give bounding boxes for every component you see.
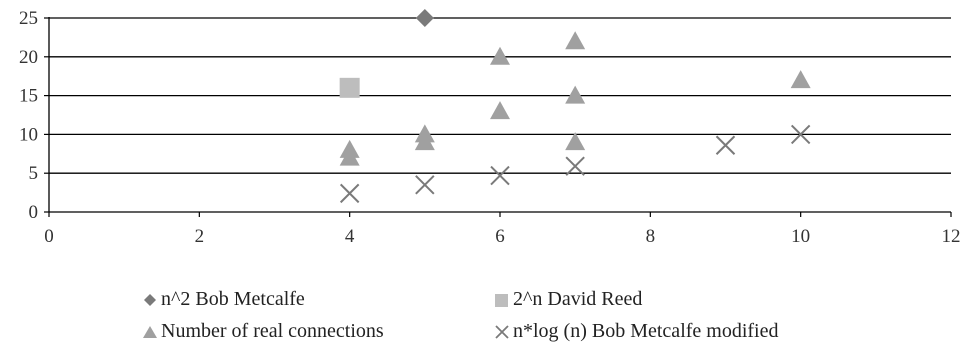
triangle-data-point <box>565 85 586 104</box>
triangle-data-point <box>414 124 435 143</box>
tick-labels: 0 5 10 15 20 25 0 2 4 6 8 10 12 <box>19 8 961 247</box>
axes <box>44 17 952 217</box>
y-tick-label: 25 <box>19 8 38 29</box>
y-tick-label: 0 <box>29 202 39 223</box>
x-data-point <box>415 175 435 195</box>
diamond-data-point <box>415 9 434 27</box>
x-tick-label: 2 <box>195 226 205 247</box>
x-data-point <box>339 183 360 204</box>
x-tick-label: 12 <box>942 226 961 247</box>
y-tick-label: 10 <box>19 124 38 145</box>
x-tick-label: 4 <box>345 226 355 247</box>
x-data-point <box>790 124 811 145</box>
triangle-data-point <box>565 132 586 151</box>
x-tick-label: 0 <box>44 226 54 247</box>
triangle-data-point <box>790 70 811 89</box>
x-data-point <box>565 156 585 176</box>
x-tick-label: 6 <box>495 226 505 247</box>
x-data-point <box>715 135 736 155</box>
y-tick-label: 15 <box>19 86 38 107</box>
triangle-data-point <box>490 101 510 120</box>
triangle-data-point <box>565 31 586 50</box>
triangle-data-point <box>490 46 510 65</box>
x-data-point <box>490 165 510 186</box>
triangle-data-point <box>339 139 360 158</box>
x-tick-label: 8 <box>646 226 656 247</box>
gridlines <box>49 17 951 174</box>
data-points <box>339 9 811 204</box>
square-data-point <box>339 77 360 98</box>
y-tick-label: 5 <box>29 163 39 184</box>
y-tick-label: 20 <box>19 47 38 68</box>
x-tick-label: 10 <box>791 226 810 247</box>
